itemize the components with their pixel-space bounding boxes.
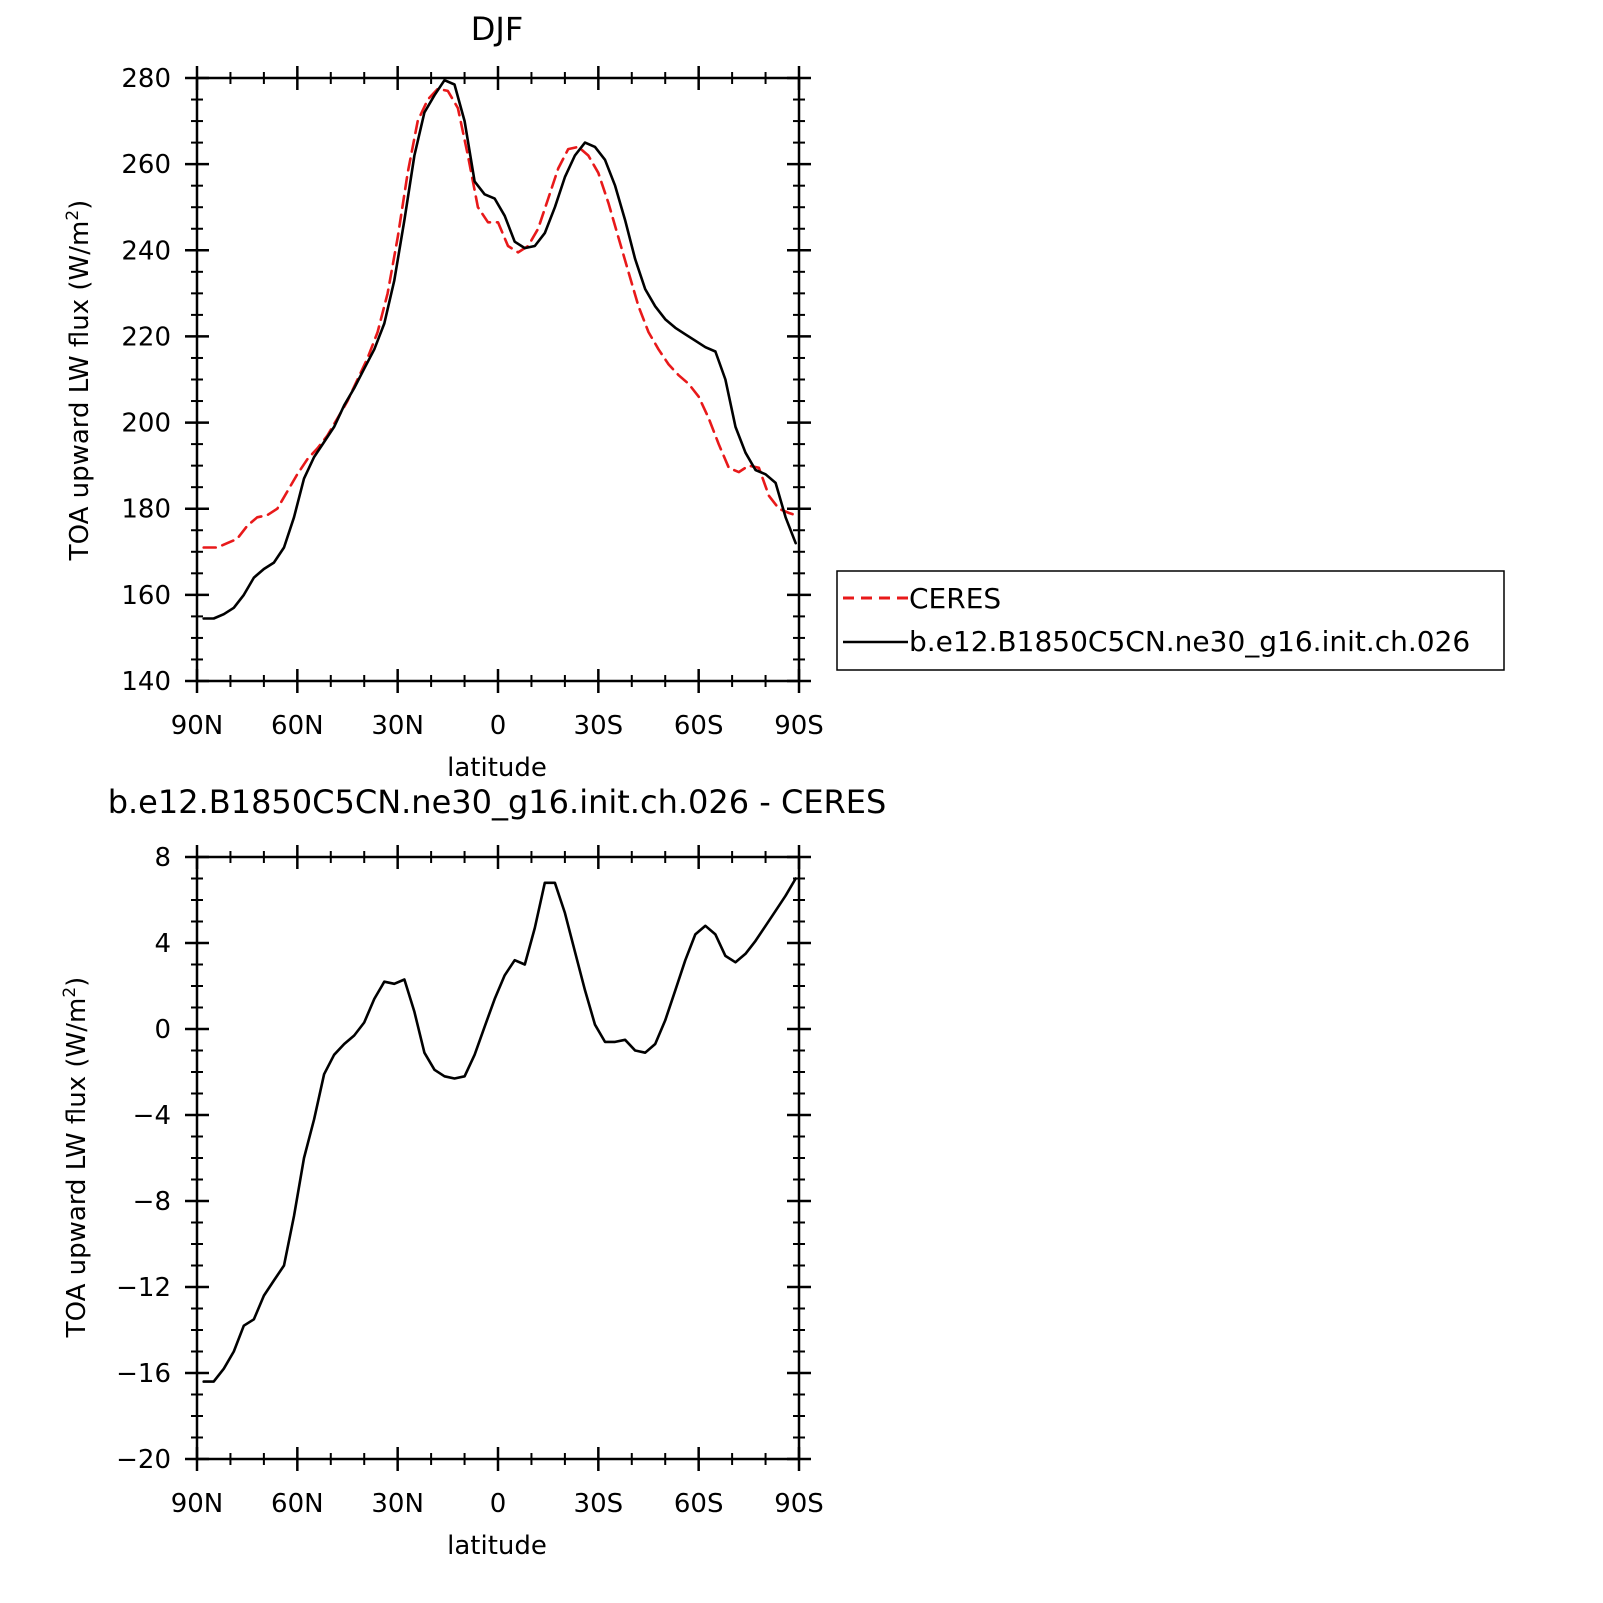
top-panel: DJF 140 160 180 200 220 240 260 280 90N 60N 30N 0 3… — [63, 10, 824, 783]
bottom-plot-frame — [195, 855, 801, 1461]
bottom-x-axis-title: latitude — [447, 1531, 547, 1561]
top-xtick-label: 0 — [490, 711, 507, 741]
bottom-xtick-label: 60N — [271, 1489, 324, 1519]
top-xtick-label: 60N — [271, 711, 324, 741]
top-y-axis-title-main: TOA upward LW flux (W/m — [65, 221, 95, 562]
legend-label-ceres: CERES — [909, 582, 1001, 615]
bottom-xtick-label: 60S — [674, 1489, 724, 1519]
bottom-x-tick-labels: 90N 60N 30N 0 30S 60S 90S — [171, 1489, 824, 1519]
bottom-ytick-label: 8 — [154, 843, 171, 873]
top-ytick-label: 140 — [121, 667, 171, 697]
bottom-y-axis-title: TOA upward LW flux (W/m2) — [60, 977, 92, 1339]
top-plot-frame — [195, 76, 801, 683]
top-xtick-label: 90S — [774, 711, 824, 741]
top-series-line-1 — [202, 78, 798, 620]
legend-box — [836, 570, 1505, 671]
bottom-ytick-label: −20 — [116, 1445, 171, 1475]
bottom-y-axis-title-main: TOA upward LW flux (W/m — [62, 998, 92, 1339]
top-xtick-label: 90N — [171, 711, 224, 741]
top-ytick-label: 180 — [121, 495, 171, 525]
top-ytick-label: 160 — [121, 581, 171, 611]
top-x-tick-labels: 90N 60N 30N 0 30S 60S 90S — [171, 711, 824, 741]
top-x-axis-title: latitude — [447, 753, 547, 783]
top-y-tick-labels: 140 160 180 200 220 240 260 280 — [121, 64, 171, 697]
bottom-y-tick-labels: −20 −16 −12 −8 −4 0 4 8 — [116, 843, 171, 1475]
bottom-xtick-label: 90N — [171, 1489, 224, 1519]
top-chart-title: DJF — [471, 10, 523, 48]
bottom-y-axis-title-sup: 2 — [60, 987, 80, 998]
bottom-ytick-label: −4 — [133, 1101, 171, 1131]
top-ytick-label: 200 — [121, 409, 171, 439]
bottom-xtick-label: 90S — [774, 1489, 824, 1519]
bottom-series-line-0 — [202, 877, 798, 1383]
bottom-xtick-label: 30S — [574, 1489, 624, 1519]
top-ytick-label: 260 — [121, 150, 171, 180]
bottom-panel: b.e12.B1850C5CN.ne30_g16.init.ch.026 - C… — [60, 783, 886, 1561]
top-ytick-label: 220 — [121, 322, 171, 352]
bottom-ytick-label: 0 — [154, 1015, 171, 1045]
top-y-axis-title: TOA upward LW flux (W/m2) — [63, 200, 95, 562]
bottom-ticks — [185, 845, 811, 1471]
bottom-ytick-label: −16 — [116, 1359, 171, 1389]
top-series-group — [202, 78, 798, 620]
legend-label-model: b.e12.B1850C5CN.ne30_g16.init.ch.026 — [909, 625, 1470, 658]
top-ytick-label: 280 — [121, 64, 171, 94]
bottom-series-group — [202, 877, 798, 1383]
top-xtick-label: 30S — [574, 711, 624, 741]
top-y-axis-title-end: ) — [65, 200, 95, 210]
bottom-ytick-label: −8 — [133, 1187, 171, 1217]
bottom-ytick-label: 4 — [154, 929, 171, 959]
legend: CERES b.e12.B1850C5CN.ne30_g16.init.ch.0… — [836, 570, 1505, 671]
top-y-axis-title-sup: 2 — [63, 210, 83, 221]
bottom-ytick-label: −12 — [116, 1273, 171, 1303]
bottom-y-axis-title-end: ) — [62, 977, 92, 987]
bottom-xtick-label: 30N — [371, 1489, 424, 1519]
top-series-line-0 — [202, 87, 798, 549]
top-xtick-label: 30N — [371, 711, 424, 741]
top-ticks — [185, 66, 811, 693]
top-xtick-label: 60S — [674, 711, 724, 741]
bottom-chart-title: b.e12.B1850C5CN.ne30_g16.init.ch.026 - C… — [108, 783, 887, 821]
bottom-xtick-label: 0 — [490, 1489, 507, 1519]
top-ytick-label: 240 — [121, 236, 171, 266]
